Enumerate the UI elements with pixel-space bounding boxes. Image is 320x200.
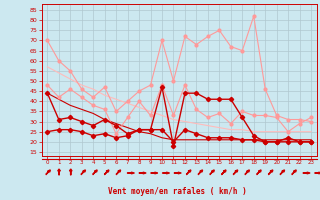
Text: Vent moyen/en rafales ( km/h ): Vent moyen/en rafales ( km/h ) (108, 187, 247, 196)
